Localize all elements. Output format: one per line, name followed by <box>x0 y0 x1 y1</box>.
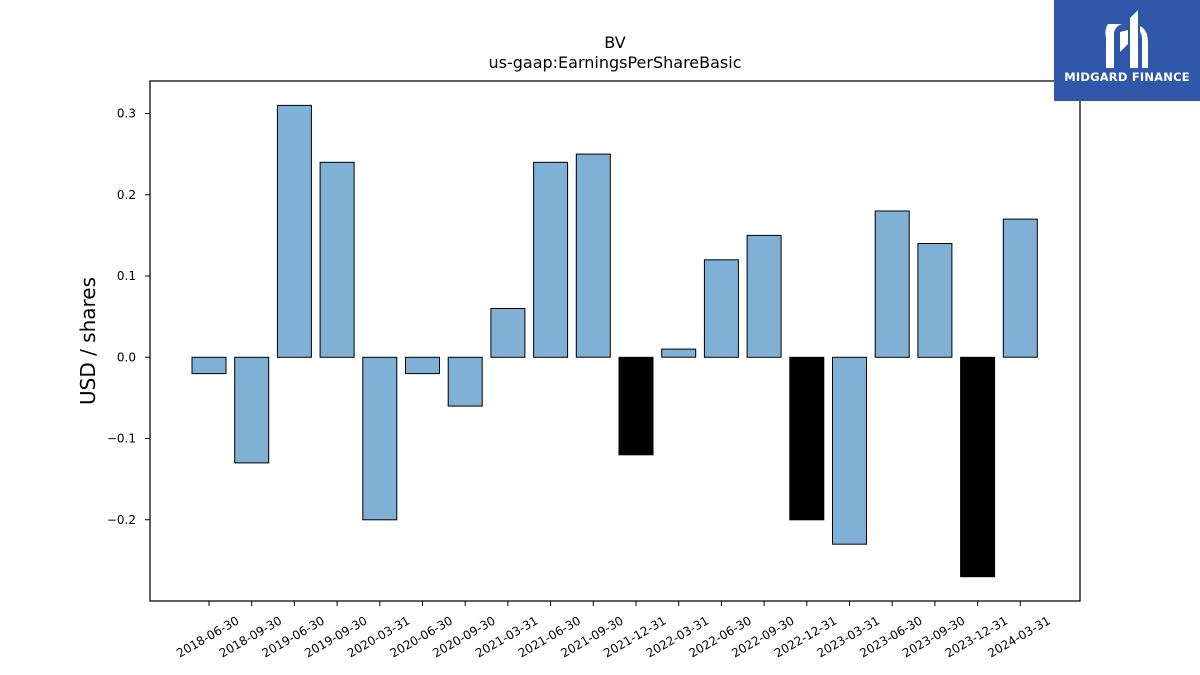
midgard-logo-icon <box>1105 10 1148 68</box>
bar-2021-06-30 <box>533 161 569 358</box>
midgard-finance-logo: MIDGARD FINANCE <box>1054 0 1200 101</box>
x-axis-ticks: 2018-06-302018-09-302019-06-302019-09-30… <box>174 601 1053 660</box>
chart-title: BV <box>604 33 625 52</box>
bar-2019-09-30 <box>319 161 355 358</box>
bar-2019-06-30 <box>276 104 312 358</box>
bar-2023-03-31 <box>832 356 867 545</box>
y-tick-label: −0.1 <box>107 432 136 446</box>
bar-2018-09-30 <box>234 356 270 464</box>
bar-2018-06-30 <box>191 356 227 375</box>
bar-2023-12-31 <box>960 356 996 578</box>
y-tick-label: 0.1 <box>117 269 136 283</box>
bar-2021-09-30 <box>575 153 611 358</box>
y-axis-ticks: −0.2 −0.1 0.0 0.1 0.2 0.3 <box>107 107 150 527</box>
bar-2023-06-30 <box>874 210 910 358</box>
y-tick-label: −0.2 <box>107 513 136 527</box>
y-tick-label: 0.0 <box>117 350 136 364</box>
y-tick-label: 0.2 <box>117 188 136 202</box>
bar-2020-06-30 <box>405 356 440 375</box>
bar-2020-09-30 <box>447 356 483 407</box>
bars-group <box>191 104 1038 578</box>
bar-2022-06-30 <box>703 259 739 358</box>
plot-frame <box>149 80 1081 602</box>
bar-2022-12-31 <box>789 356 825 521</box>
bar-2021-03-31 <box>490 308 526 358</box>
bar-2020-03-31 <box>362 356 398 521</box>
bar-2022-09-30 <box>746 234 782 358</box>
bar-2022-03-31 <box>661 348 697 358</box>
y-axis-label: USD / shares <box>76 277 100 405</box>
y-tick-label: 0.3 <box>117 107 136 121</box>
bar-2021-12-31 <box>618 356 654 456</box>
bar-2023-09-30 <box>917 243 953 358</box>
bar-2024-03-31 <box>1002 218 1038 358</box>
chart-subtitle: us-gaap:EarningsPerShareBasic <box>488 53 741 72</box>
logo-text: MIDGARD FINANCE <box>1064 70 1190 84</box>
